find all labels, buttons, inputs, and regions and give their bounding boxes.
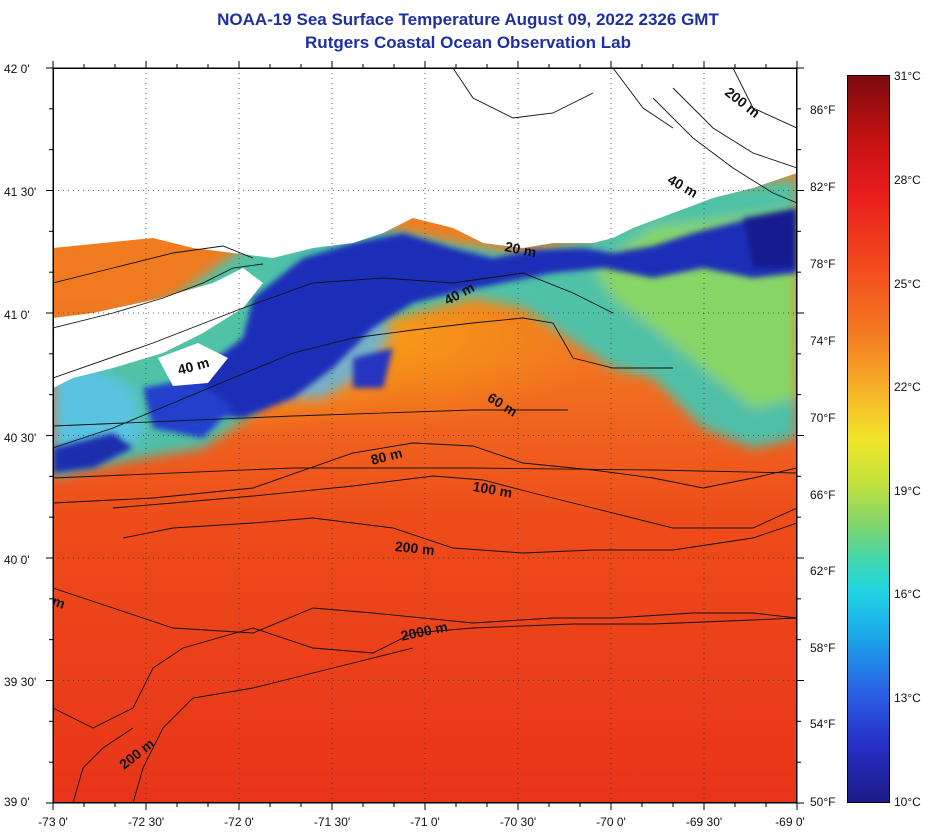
celsius-label: 28°C bbox=[894, 173, 921, 187]
longitude-label: -70 0' bbox=[596, 815, 626, 829]
sst-map: 200 m 40 m 20 m 40 m 40 m 60 m 80 m 100 … bbox=[53, 68, 797, 803]
celsius-label: 31°C bbox=[894, 69, 921, 83]
longitude-label: -69 30' bbox=[685, 815, 723, 829]
latitude-label: 40 0' bbox=[4, 553, 30, 567]
latitude-label: 41 30' bbox=[4, 185, 37, 199]
longitude-label: -69 0' bbox=[775, 815, 805, 829]
celsius-label: 16°C bbox=[894, 587, 921, 601]
fahrenheit-label: 70°F bbox=[810, 411, 836, 425]
map-title: NOAA-19 Sea Surface Temperature August 0… bbox=[217, 10, 719, 29]
bathymetry-contours bbox=[53, 68, 797, 803]
latitude-label: 39 0' bbox=[4, 795, 30, 809]
celsius-label: 25°C bbox=[894, 277, 921, 291]
fahrenheit-label: 78°F bbox=[810, 257, 836, 271]
fahrenheit-label: 74°F bbox=[810, 334, 836, 348]
cold-water-band bbox=[53, 208, 797, 473]
longitude-label: -72 0' bbox=[224, 815, 254, 829]
celsius-label: 19°C bbox=[894, 484, 921, 498]
celsius-label: 10°C bbox=[894, 795, 921, 809]
longitude-label: -72 30' bbox=[127, 815, 165, 829]
longitude-label: -70 30' bbox=[499, 815, 537, 829]
lat-lon-grid bbox=[53, 68, 797, 803]
map-subtitle: Rutgers Coastal Ocean Observation Lab bbox=[305, 33, 631, 52]
celsius-label: 13°C bbox=[894, 691, 921, 705]
sst-map-layers bbox=[53, 68, 797, 803]
celsius-label: 22°C bbox=[894, 380, 921, 394]
fahrenheit-label: 82°F bbox=[810, 180, 836, 194]
longitude-label: -73 0' bbox=[38, 815, 68, 829]
latitude-label: 41 0' bbox=[4, 308, 30, 322]
fahrenheit-label: 62°F bbox=[810, 564, 836, 578]
fahrenheit-label: 54°F bbox=[810, 717, 836, 731]
fahrenheit-label: 50°F bbox=[810, 795, 836, 809]
latitude-label: 39 30' bbox=[4, 675, 37, 689]
longitude-label: -71 0' bbox=[410, 815, 440, 829]
fahrenheit-label: 86°F bbox=[810, 103, 836, 117]
latitude-label: 42 0' bbox=[4, 62, 30, 76]
fahrenheit-label: 58°F bbox=[810, 641, 836, 655]
latitude-label: 40 30' bbox=[4, 431, 37, 445]
fahrenheit-label: 66°F bbox=[810, 488, 836, 502]
longitude-label: -71 30' bbox=[313, 815, 351, 829]
temperature-colorbar bbox=[847, 75, 890, 803]
